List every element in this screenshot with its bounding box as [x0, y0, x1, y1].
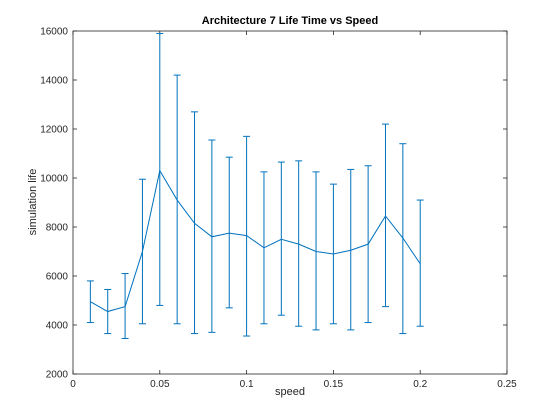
x-tick-label: 0.15	[324, 379, 344, 390]
x-tick-label: 0	[70, 379, 76, 390]
x-axis-label: speed	[275, 386, 305, 398]
y-tick-label: 10000	[40, 174, 68, 185]
x-tick-label: 0.05	[150, 379, 170, 390]
tick-group: 0 0.05 0.1 0.15 0.2 0.25 2000 4000 6000 8000 10000…	[40, 27, 517, 391]
y-tick-label: 8000	[46, 223, 69, 234]
plot-area	[72, 30, 508, 375]
y-tick-label: 14000	[40, 76, 68, 87]
y-tick-label: 4000	[46, 321, 69, 332]
x-tick-label: 0.2	[413, 379, 427, 390]
x-tick-label: 0.1	[240, 379, 254, 390]
y-tick-label: 6000	[46, 272, 69, 283]
x-tick-label: 0.25	[497, 379, 517, 390]
y-tick-label: 2000	[46, 370, 69, 381]
series-line	[90, 169, 421, 313]
chart-title: Architecture 7 Life Time vs Speed	[202, 15, 378, 27]
y-tick-label: 16000	[40, 27, 68, 38]
y-axis-label: simulation life	[27, 169, 39, 236]
y-tick-label: 12000	[40, 125, 68, 136]
